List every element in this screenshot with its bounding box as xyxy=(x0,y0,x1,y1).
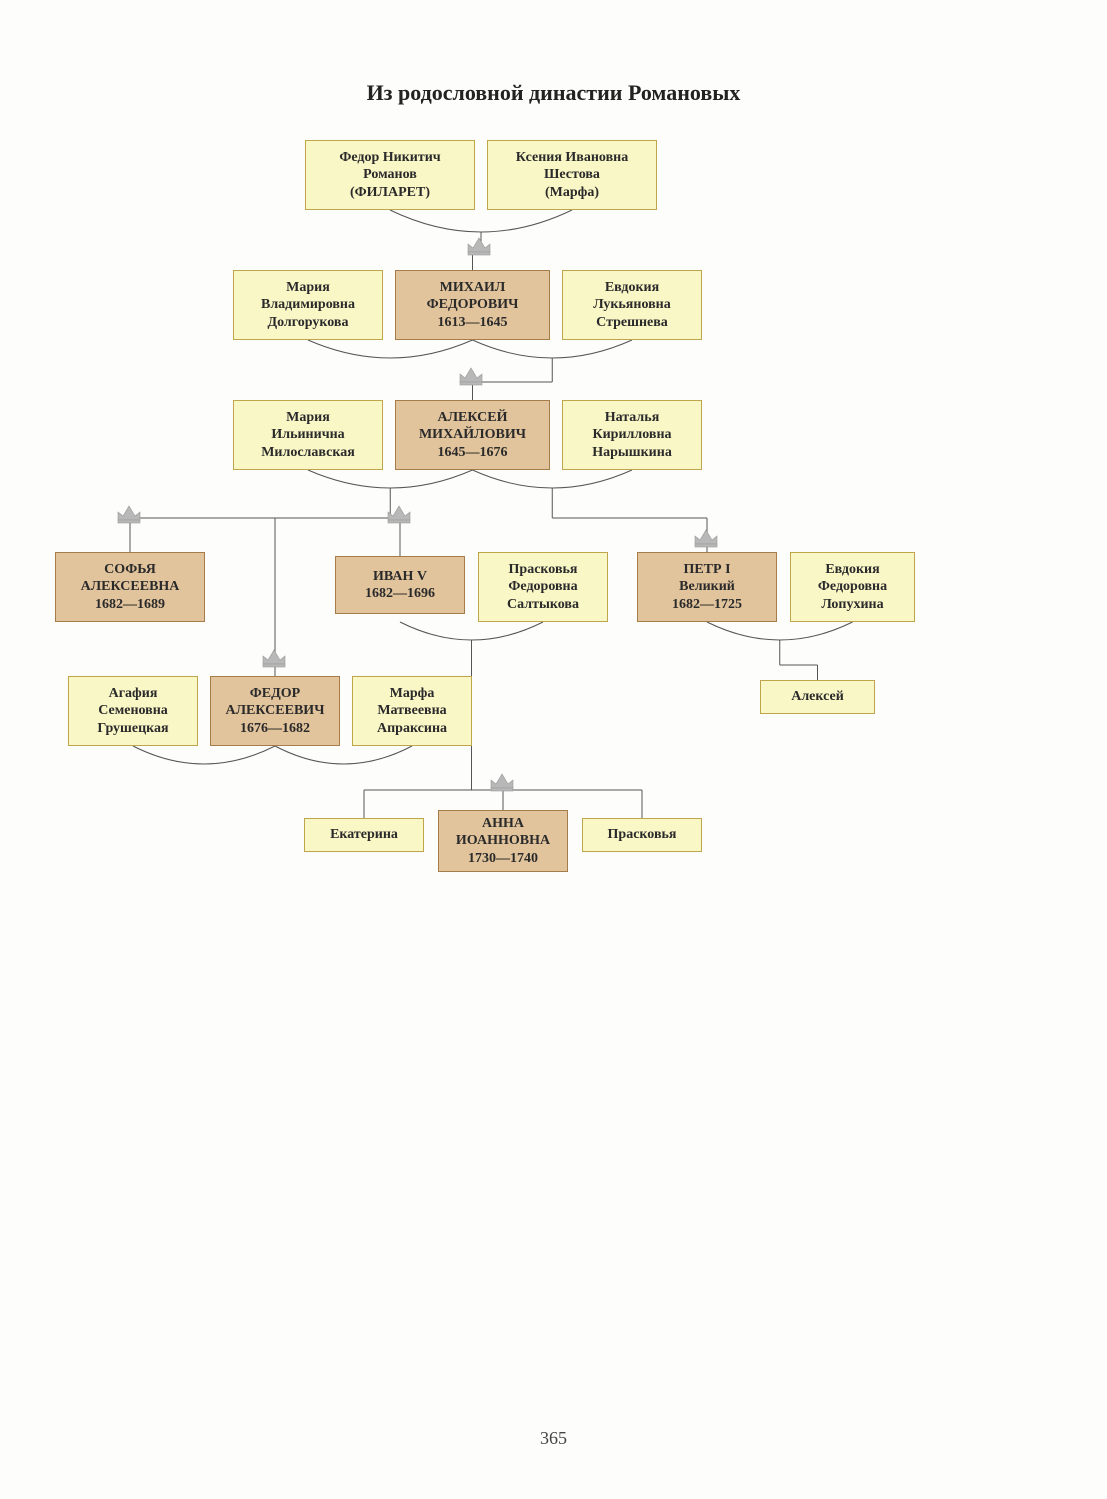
node-ivan5-line: 1682—1696 xyxy=(365,585,435,603)
crown-icon xyxy=(695,530,717,547)
node-fedor-line: ФЕДОР xyxy=(250,685,300,703)
node-marfa: Ксения ИвановнаШестова(Марфа) xyxy=(487,140,657,210)
page: Из родословной династии Романовых 365 Фе… xyxy=(0,0,1107,1499)
node-milos-line: Милославская xyxy=(261,444,355,462)
node-marfa-line: Шестова xyxy=(544,166,600,184)
diagram-canvas xyxy=(0,0,1107,1499)
node-sofia-line: АЛЕКСЕЕВНА xyxy=(81,578,180,596)
node-narysh-line: Нарышкина xyxy=(592,444,672,462)
node-petr1: ПЕТР IВеликий1682—1725 xyxy=(637,552,777,622)
node-filaret-line: (ФИЛАРЕТ) xyxy=(350,184,430,202)
node-sofia-line: СОФЬЯ xyxy=(104,561,156,579)
node-salt-line: Салтыкова xyxy=(507,596,579,614)
node-aprax: МарфаМатвеевнаАпраксина xyxy=(352,676,472,746)
node-prask: Прасковья xyxy=(582,818,702,852)
node-sofia-line: 1682—1689 xyxy=(95,596,165,614)
node-stresh: ЕвдокияЛукьяновнаСтрешнева xyxy=(562,270,702,340)
node-milos: МарияИльиничнаМилославская xyxy=(233,400,383,470)
node-salt-line: Прасковья xyxy=(509,561,578,579)
node-aprax-line: Апраксина xyxy=(377,720,447,738)
node-milos-line: Мария xyxy=(286,409,330,427)
node-dolgor-line: Мария xyxy=(286,279,330,297)
node-ivan5: ИВАН V1682—1696 xyxy=(335,556,465,614)
crown-icon xyxy=(491,774,513,791)
node-alexpetr: Алексей xyxy=(760,680,875,714)
crown-icon xyxy=(263,650,285,667)
node-petr1-line: Великий xyxy=(679,578,735,596)
node-grush: АгафияСеменовнаГрушецкая xyxy=(68,676,198,746)
node-narysh-line: Кирилловна xyxy=(592,426,671,444)
node-mikhail-line: ФЕДОРОВИЧ xyxy=(427,296,519,314)
node-lopuh: ЕвдокияФедоровнаЛопухина xyxy=(790,552,915,622)
node-filaret-line: Романов xyxy=(363,166,417,184)
node-narysh: НатальяКирилловнаНарышкина xyxy=(562,400,702,470)
node-fedor: ФЕДОРАЛЕКСЕЕВИЧ1676—1682 xyxy=(210,676,340,746)
node-lopuh-line: Евдокия xyxy=(825,561,879,579)
node-dolgor-line: Долгорукова xyxy=(267,314,348,332)
crown-icon xyxy=(118,506,140,523)
node-anna: АННАИОАННОВНА1730—1740 xyxy=(438,810,568,872)
node-mikhail-line: 1613—1645 xyxy=(438,314,508,332)
node-mikhail-line: МИХАИЛ xyxy=(440,279,506,297)
crown-icon xyxy=(468,238,490,255)
node-aprax-line: Матвеевна xyxy=(377,702,446,720)
node-petr1-line: ПЕТР I xyxy=(683,561,730,579)
node-stresh-line: Стрешнева xyxy=(596,314,668,332)
node-marfa-line: (Марфа) xyxy=(545,184,599,202)
node-alexpetr-line: Алексей xyxy=(791,688,844,706)
node-dolgor-line: Владимировна xyxy=(261,296,355,314)
node-alexey-line: МИХАЙЛОВИЧ xyxy=(419,426,526,444)
node-salt: ПрасковьяФедоровнаСалтыкова xyxy=(478,552,608,622)
node-grush-line: Семеновна xyxy=(98,702,168,720)
node-alexey-line: 1645—1676 xyxy=(438,444,508,462)
node-lopuh-line: Федоровна xyxy=(818,578,887,596)
node-stresh-line: Евдокия xyxy=(605,279,659,297)
node-anna-line: 1730—1740 xyxy=(468,850,538,868)
crown-icon xyxy=(460,368,482,385)
node-prask-line: Прасковья xyxy=(608,826,677,844)
node-anna-line: ИОАННОВНА xyxy=(456,832,550,850)
node-grush-line: Грушецкая xyxy=(97,720,168,738)
node-ekat-line: Екатерина xyxy=(330,826,398,844)
node-anna-line: АННА xyxy=(482,815,524,833)
node-lopuh-line: Лопухина xyxy=(821,596,883,614)
node-fedor-line: АЛЕКСЕЕВИЧ xyxy=(226,702,325,720)
crown-icon xyxy=(388,506,410,523)
node-ivan5-line: ИВАН V xyxy=(373,568,427,586)
node-milos-line: Ильинична xyxy=(271,426,344,444)
node-aprax-line: Марфа xyxy=(390,685,435,703)
node-mikhail: МИХАИЛФЕДОРОВИЧ1613—1645 xyxy=(395,270,550,340)
node-alexey: АЛЕКСЕЙМИХАЙЛОВИЧ1645—1676 xyxy=(395,400,550,470)
node-filaret-line: Федор Никитич xyxy=(339,149,440,167)
page-title: Из родословной династии Романовых xyxy=(0,80,1107,106)
node-alexey-line: АЛЕКСЕЙ xyxy=(437,409,507,427)
node-grush-line: Агафия xyxy=(109,685,158,703)
node-ekat: Екатерина xyxy=(304,818,424,852)
node-petr1-line: 1682—1725 xyxy=(672,596,742,614)
node-fedor-line: 1676—1682 xyxy=(240,720,310,738)
node-sofia: СОФЬЯАЛЕКСЕЕВНА1682—1689 xyxy=(55,552,205,622)
node-stresh-line: Лукьяновна xyxy=(593,296,670,314)
node-salt-line: Федоровна xyxy=(508,578,577,596)
page-number: 365 xyxy=(0,1428,1107,1449)
node-dolgor: МарияВладимировнаДолгорукова xyxy=(233,270,383,340)
node-marfa-line: Ксения Ивановна xyxy=(516,149,628,167)
node-filaret: Федор НикитичРоманов(ФИЛАРЕТ) xyxy=(305,140,475,210)
node-narysh-line: Наталья xyxy=(605,409,660,427)
